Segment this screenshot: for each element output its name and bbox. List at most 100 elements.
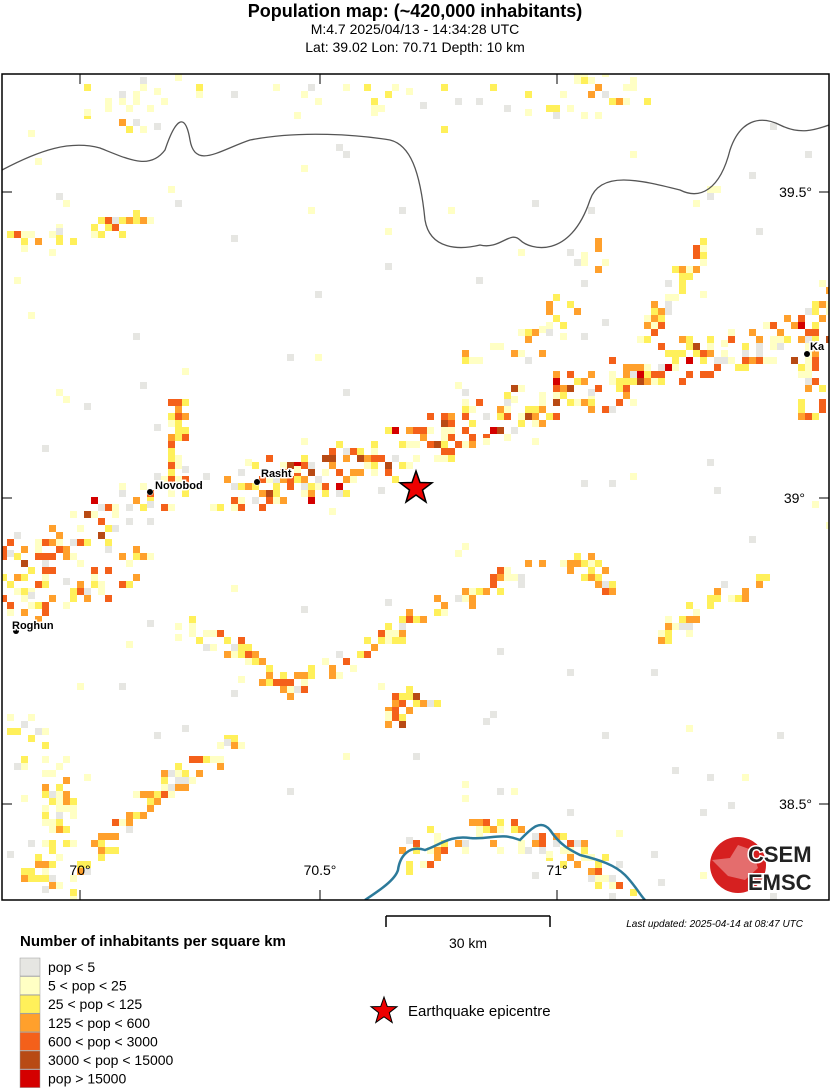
population-cell <box>28 868 35 875</box>
population-cell <box>574 77 581 84</box>
population-cell <box>56 882 63 889</box>
population-cell <box>553 840 560 847</box>
population-cell <box>343 448 350 455</box>
lat-label: 38.5° <box>779 796 812 812</box>
population-cell <box>168 504 175 511</box>
population-cell <box>749 329 756 336</box>
population-cell <box>301 476 308 483</box>
population-cell <box>308 462 315 469</box>
population-cell <box>609 406 616 413</box>
population-cell <box>42 861 49 868</box>
population-cell <box>56 826 63 833</box>
population-cell <box>490 711 497 718</box>
population-cell <box>679 350 686 357</box>
population-cell <box>630 473 637 480</box>
population-cell <box>154 88 161 95</box>
population-cell <box>518 385 525 392</box>
population-cell <box>238 676 245 683</box>
population-cell <box>504 392 511 399</box>
population-cell <box>56 784 63 791</box>
population-cell <box>455 840 462 847</box>
population-cell <box>728 595 735 602</box>
population-cell <box>119 553 126 560</box>
population-cell <box>413 693 420 700</box>
population-cell <box>294 672 301 679</box>
population-cell <box>518 249 525 256</box>
population-cell <box>553 399 560 406</box>
population-cell <box>728 329 735 336</box>
population-cell <box>315 291 322 298</box>
population-cell <box>532 200 539 207</box>
population-cell <box>686 371 693 378</box>
city-label: Novobod <box>155 480 203 492</box>
population-cell <box>42 784 49 791</box>
population-cell <box>7 550 14 557</box>
population-cell <box>462 847 469 854</box>
population-cell <box>777 343 784 350</box>
population-cell <box>182 784 189 791</box>
lat-label: 39.5° <box>779 184 812 200</box>
population-cell <box>126 826 133 833</box>
population-cell <box>812 378 819 385</box>
population-cell <box>525 560 532 567</box>
population-cell <box>462 595 469 602</box>
population-cell <box>784 315 791 322</box>
population-cell <box>49 840 56 847</box>
population-cell <box>560 560 567 567</box>
population-cell <box>567 301 574 308</box>
population-cell <box>700 371 707 378</box>
legend-label: 5 < pop < 25 <box>48 978 127 994</box>
population-cell <box>469 595 476 602</box>
population-cell <box>126 819 133 826</box>
population-cell <box>140 483 147 490</box>
population-cell <box>434 700 441 707</box>
population-cell <box>511 396 518 403</box>
population-cell <box>392 700 399 707</box>
population-cell <box>105 98 112 105</box>
last-updated: Last updated: 2025-04-14 at 08:47 UTC <box>626 919 804 930</box>
population-cell <box>595 861 602 868</box>
population-cell <box>595 581 602 588</box>
legend-label: pop < 5 <box>48 959 95 975</box>
population-cell <box>714 588 721 595</box>
population-cell <box>385 721 392 728</box>
population-cell <box>315 354 322 361</box>
population-cell <box>105 105 112 112</box>
population-cell <box>154 791 161 798</box>
population-cell <box>126 217 133 224</box>
population-cell <box>574 560 581 567</box>
population-cell <box>406 686 413 693</box>
population-cell <box>462 441 469 448</box>
population-cell <box>581 280 588 287</box>
population-cell <box>574 308 581 315</box>
population-cell <box>581 840 588 847</box>
legend-star <box>369 995 399 1024</box>
population-cell <box>280 476 287 483</box>
population-cell <box>91 511 98 518</box>
population-cell <box>14 574 21 581</box>
population-cell <box>665 294 672 301</box>
population-cell <box>483 718 490 725</box>
population-cell <box>63 798 70 805</box>
population-cell <box>588 567 595 574</box>
population-cell <box>707 602 714 609</box>
population-cell <box>539 350 546 357</box>
population-cell <box>427 413 434 420</box>
population-cell <box>392 476 399 483</box>
population-cell <box>399 714 406 721</box>
population-cell <box>693 245 700 252</box>
legend-swatch <box>19 957 41 977</box>
population-cell <box>490 343 497 350</box>
population-cell <box>826 308 829 315</box>
population-cell <box>560 833 567 840</box>
population-cell <box>70 511 77 518</box>
population-cell <box>595 266 602 273</box>
population-cell <box>672 350 679 357</box>
population-cell <box>399 207 406 214</box>
population-cell <box>770 893 777 900</box>
population-cell <box>483 588 490 595</box>
population-cell <box>434 609 441 616</box>
population-cell <box>378 105 385 112</box>
population-cell <box>112 224 119 231</box>
